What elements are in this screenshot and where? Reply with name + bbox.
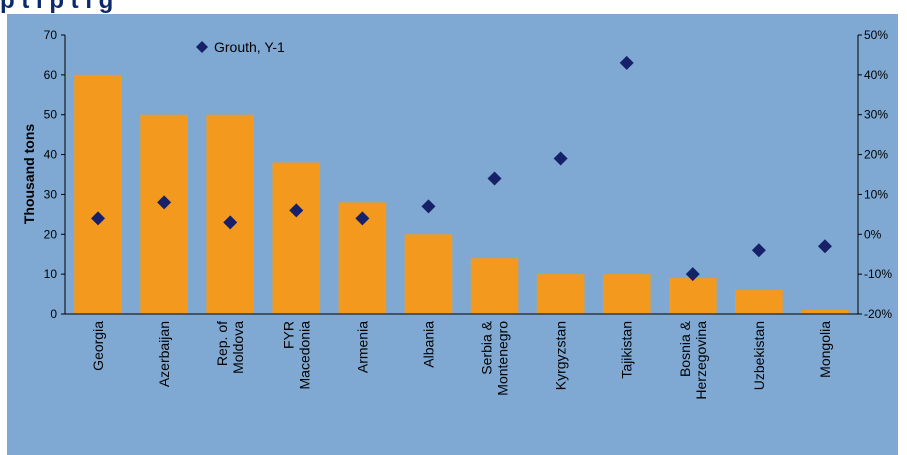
growth-marker [685,267,700,282]
growth-marker [421,199,436,214]
category-label: Georgia [90,321,106,371]
growth-marker [751,243,766,258]
growth-marker [223,215,238,230]
chart-panel: 0 10 20 30 40 50 60 70 -20% -10% 0% 10% 20% 30% 40% 50… [7,14,898,455]
growth-marker [553,151,568,166]
category-label: Mongolia [817,321,833,378]
category-label-line: Georgia [90,321,106,371]
bar [735,290,783,314]
category-label-line: FYR [280,321,296,349]
right-tick-label: -10% [864,267,892,281]
combo-chart: 0 10 20 30 40 50 60 70 -20% -10% 0% 10% 20% 30% 40% 50… [21,28,892,400]
category-label-line: Tajikistan [619,321,635,379]
legend-marker [196,41,208,53]
bar [669,278,717,314]
category-label: Kyrgyzstan [553,321,569,390]
right-tick-label: -20% [864,307,892,321]
clipped-title-glyphs: p t l p t l g [0,0,114,14]
growth-marker [355,211,370,226]
category-label-line: Mongolia [817,321,833,378]
category-label: Serbia &Montenegro [479,320,511,395]
right-tick-label: 20% [864,148,888,162]
category-label-line: Bosnia & [677,320,693,377]
category-label: Armenia [354,321,370,373]
category-label-line: Montenegro [495,321,511,396]
left-tick-label: 30 [44,187,58,201]
category-label-line: Albania [420,321,436,368]
bar [536,274,585,314]
y-axis-title: Thousand tons [21,124,37,225]
category-label-line: Armenia [354,321,370,373]
bar [602,274,651,314]
growth-marker [91,211,106,226]
left-axis: 0 10 20 30 40 50 60 70 [44,28,858,321]
category-label-line: Macedonia [296,321,312,390]
left-tick-label: 70 [44,28,58,42]
growth-marker [817,239,832,254]
right-tick-label: 40% [864,68,888,82]
header-strip: p t l p t l g [0,0,907,14]
growth-marker [289,203,304,218]
growth-marker [619,55,634,70]
category-label-line: Kyrgyzstan [553,321,569,390]
left-tick-label: 10 [44,267,58,281]
right-tick-label: 0% [864,227,882,241]
bar [272,162,321,314]
left-tick-label: 20 [44,227,58,241]
category-label-line: Moldova [230,321,246,374]
bar [74,74,122,314]
right-tick-label: 50% [864,28,888,42]
category-label: FYRMacedonia [280,321,312,390]
category-label: Albania [420,321,436,368]
legend: Grouth, Y-1 [196,39,285,55]
category-label: Azerbaijan [156,321,172,387]
category-label: Rep. ofMoldova [214,321,246,374]
right-axis: -20% -10% 0% 10% 20% 30% 40% 50% [857,28,892,321]
left-tick-label: 50 [44,108,58,122]
right-tick-label: 10% [864,187,888,201]
category-label-line: Herzegovina [693,321,709,400]
category-labels: Georgia Azerbaijan Rep. ofMoldova FYRMacedo… [90,320,833,399]
growth-marker [157,195,172,210]
category-label: Uzbekistan [751,321,767,390]
left-tick-label: 0 [50,307,57,321]
category-label: Bosnia &Herzegovina [677,320,709,399]
growth-marker [487,171,502,186]
bar-series [74,74,849,314]
bar [404,234,453,314]
category-label-line: Serbia & [479,320,495,374]
category-label: Tajikistan [619,321,635,379]
legend-label: Grouth, Y-1 [214,39,285,55]
growth-series [91,55,832,282]
category-label-line: Rep. of [214,321,230,366]
bar [206,114,254,314]
bar [470,258,519,314]
bar [801,310,849,314]
category-label-line: Uzbekistan [751,321,767,390]
right-tick-label: 30% [864,108,888,122]
bar [140,114,188,314]
left-tick-label: 40 [44,148,58,162]
category-label-line: Azerbaijan [156,321,172,387]
left-tick-label: 60 [44,68,58,82]
